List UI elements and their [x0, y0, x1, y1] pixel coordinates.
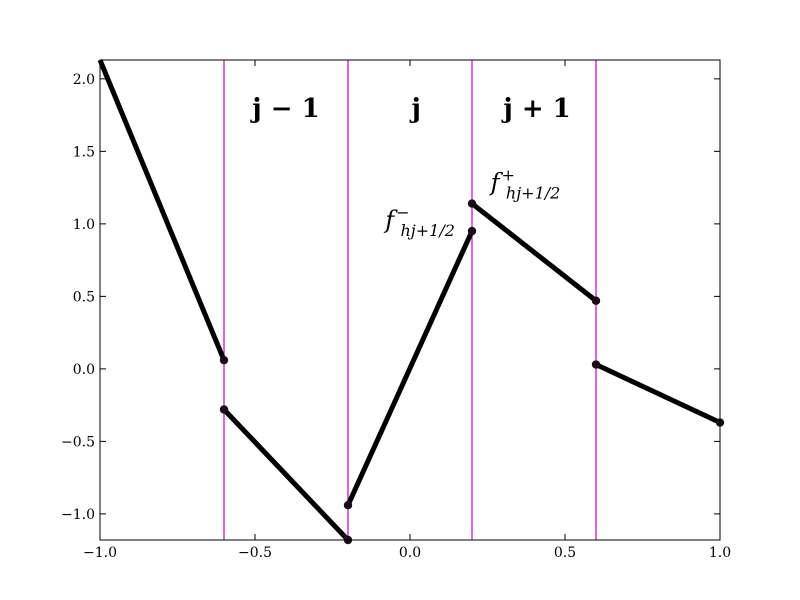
y-tick-label-2: 0.0 — [73, 362, 95, 378]
x-tick-label-3: 0.5 — [554, 545, 576, 561]
segment-1 — [222, 407, 350, 542]
y-tick-label-0: −1.0 — [61, 507, 95, 523]
segment-0 — [97, 59, 227, 362]
marker-0-1 — [219, 355, 229, 365]
y-tick-label-5: 1.5 — [73, 144, 95, 160]
data-series — [97, 59, 722, 542]
segment-4 — [594, 362, 722, 425]
y-tick-label-4: 1.0 — [73, 217, 95, 233]
x-tick-label-0: −1.0 — [83, 545, 117, 561]
y-tick-label-1: −0.5 — [61, 434, 95, 450]
marker-3-0 — [467, 199, 477, 208]
y-tick-label-3: 0.5 — [73, 289, 95, 305]
x-tick-label-2: 0.0 — [399, 545, 421, 561]
segment-2 — [345, 230, 475, 507]
x-tick-label-4: 1.0 — [709, 545, 731, 561]
region-label-0: j − 1 — [250, 94, 319, 124]
plot-background — [100, 60, 720, 540]
region-labels: j − 1 j j + 1 — [250, 94, 570, 124]
marker-2-1 — [467, 226, 477, 236]
y-tick-label-6: 2.0 — [73, 72, 95, 88]
region-label-1: j — [409, 94, 420, 124]
region-label-2: j + 1 — [501, 94, 570, 124]
marker-3-1 — [591, 296, 601, 305]
marker-4-0 — [591, 360, 601, 369]
x-tick-label-1: −0.5 — [238, 545, 272, 561]
segment-3 — [470, 201, 598, 303]
marker-1-0 — [219, 405, 229, 414]
x-axis: −1.0 −0.5 0.0 0.5 1.0 — [83, 60, 731, 561]
marker-2-0 — [343, 500, 353, 510]
y-axis: −1.0 −0.5 0.0 0.5 1.0 1.5 2.0 — [61, 72, 720, 523]
